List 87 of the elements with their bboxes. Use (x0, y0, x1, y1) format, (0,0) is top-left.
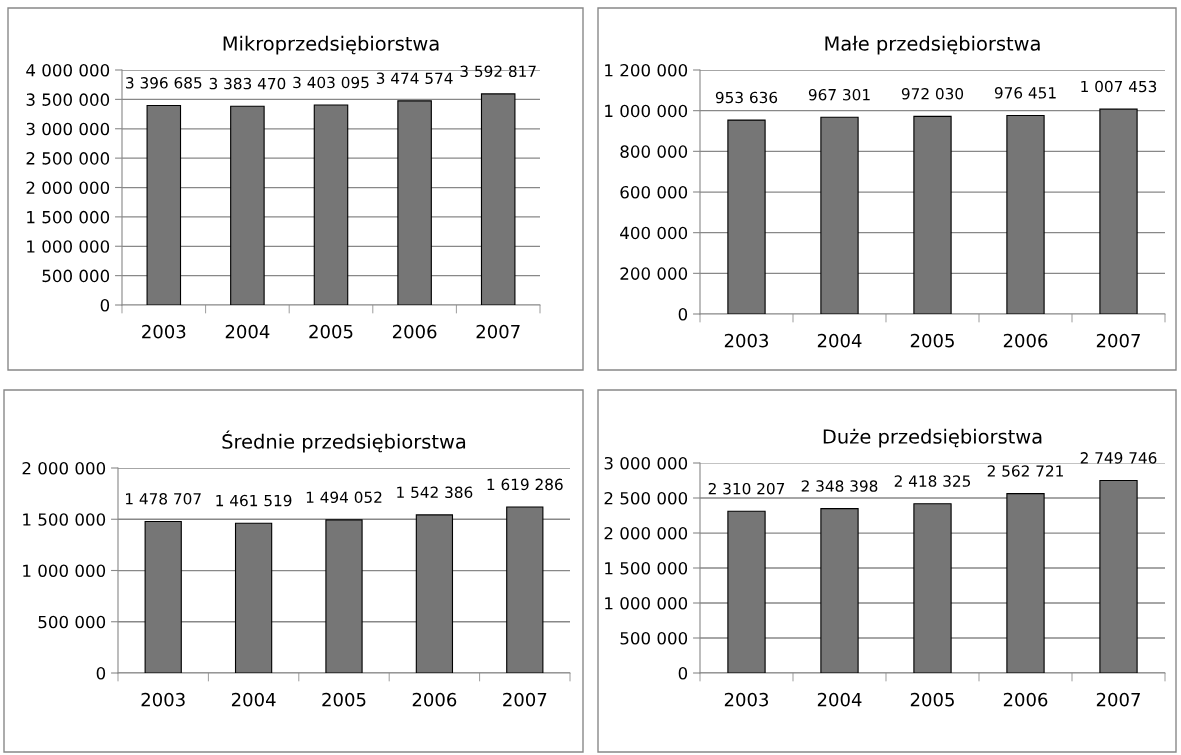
y-tick-label: 2 000 000 (604, 526, 688, 540)
y-tick-label: 0 (100, 298, 110, 312)
y-tick-label: 2 500 000 (604, 491, 688, 505)
data-label: 972 030 (901, 87, 964, 100)
bar (913, 503, 952, 673)
bar (325, 519, 363, 673)
bar (727, 119, 766, 314)
x-tick-label: 2005 (322, 692, 366, 707)
y-tick-label: 1 200 000 (605, 63, 688, 77)
data-label: 2 749 746 (1080, 452, 1157, 464)
x-tick-label: 2006 (412, 692, 457, 707)
bar (144, 520, 182, 673)
y-tick-label: 0 (678, 666, 688, 680)
y-tick-label: 0 (96, 666, 106, 680)
data-label: 1 542 386 (397, 486, 473, 499)
x-tick-label: 2003 (724, 692, 769, 707)
data-label: 953 636 (715, 91, 778, 104)
y-tick-label: 500 000 (42, 269, 110, 283)
x-tick-label: 2007 (1096, 333, 1140, 348)
chart-title: Średnie przedsiębiorstwa (222, 430, 466, 453)
x-tick-label: 2004 (231, 692, 276, 707)
bar (1006, 114, 1045, 314)
bar (415, 514, 454, 673)
data-label: 976 451 (994, 87, 1056, 99)
chart-title: Małe przedsiębiorstwa (825, 35, 1040, 55)
bar (820, 508, 859, 673)
data-label: 3 396 685 (126, 77, 202, 89)
x-tick-label: 2007 (503, 692, 547, 707)
y-tick-label: 3 500 000 (26, 93, 110, 106)
y-tick-label: 500 000 (38, 615, 106, 629)
x-tick-label: 2006 (392, 324, 437, 339)
x-tick-label: 2003 (724, 333, 769, 348)
data-label: 2 562 721 (987, 465, 1063, 477)
chart-title: Duże przedsiębiorstwa (823, 428, 1042, 448)
y-tick-label: 3 000 000 (26, 122, 110, 136)
y-tick-label: 4 000 000 (26, 63, 110, 77)
bar (1099, 479, 1138, 673)
y-tick-label: 1 500 000 (605, 561, 688, 575)
data-label: 2 348 398 (801, 480, 878, 492)
y-tick-label: 0 (678, 307, 688, 321)
x-tick-label: 2004 (817, 692, 862, 707)
x-tick-label: 2005 (910, 333, 954, 348)
x-tick-label: 2004 (817, 333, 862, 348)
y-tick-label: 400 000 (620, 226, 688, 240)
data-label: 1 494 052 (306, 491, 382, 504)
y-tick-label: 3 000 000 (604, 456, 688, 470)
bar (234, 522, 273, 673)
data-label: 967 301 (808, 88, 870, 101)
data-label: 3 403 095 (293, 76, 369, 89)
y-tick-label: 800 000 (620, 145, 688, 158)
y-tick-label: 1 000 000 (27, 240, 110, 253)
x-tick-label: 2005 (309, 324, 353, 339)
y-tick-label: 1 500 000 (23, 513, 106, 526)
bar (820, 116, 859, 314)
chart-title: Mikroprzedsiębiorstwa (223, 35, 439, 55)
y-tick-label: 200 000 (620, 267, 688, 280)
x-tick-label: 2006 (1003, 333, 1048, 348)
data-label: 3 383 470 (209, 77, 286, 90)
y-tick-label: 600 000 (620, 185, 688, 199)
data-label: 2 310 207 (708, 482, 785, 495)
x-tick-label: 2007 (1096, 692, 1140, 707)
y-tick-label: 2 500 000 (26, 152, 110, 165)
x-tick-label: 2003 (142, 324, 186, 339)
data-label: 3 592 817 (460, 65, 536, 78)
bar (727, 510, 766, 673)
y-tick-label: 500 000 (620, 631, 688, 645)
y-tick-label: 1 000 000 (23, 564, 106, 578)
data-label: 1 478 707 (126, 493, 201, 505)
data-label: 1 007 453 (1081, 80, 1157, 93)
y-tick-label: 2 000 000 (22, 461, 106, 475)
x-tick-label: 2003 (141, 692, 185, 707)
x-tick-label: 2007 (476, 324, 520, 339)
x-tick-label: 2004 (225, 324, 270, 339)
bar (506, 506, 544, 673)
y-tick-label: 1 500 000 (27, 210, 110, 224)
y-tick-label: 1 000 000 (605, 104, 688, 118)
bar (1006, 493, 1045, 673)
bar (1099, 108, 1138, 314)
data-label: 1 461 519 (216, 494, 292, 507)
data-label: 3 474 574 (376, 72, 453, 85)
y-tick-label: 1 000 000 (605, 596, 688, 610)
data-label: 1 619 286 (487, 478, 563, 491)
x-tick-label: 2005 (910, 692, 954, 707)
bar (913, 115, 952, 314)
x-tick-label: 2006 (1003, 692, 1048, 707)
y-tick-label: 2 000 000 (26, 181, 110, 195)
data-label: 2 418 325 (894, 475, 971, 487)
